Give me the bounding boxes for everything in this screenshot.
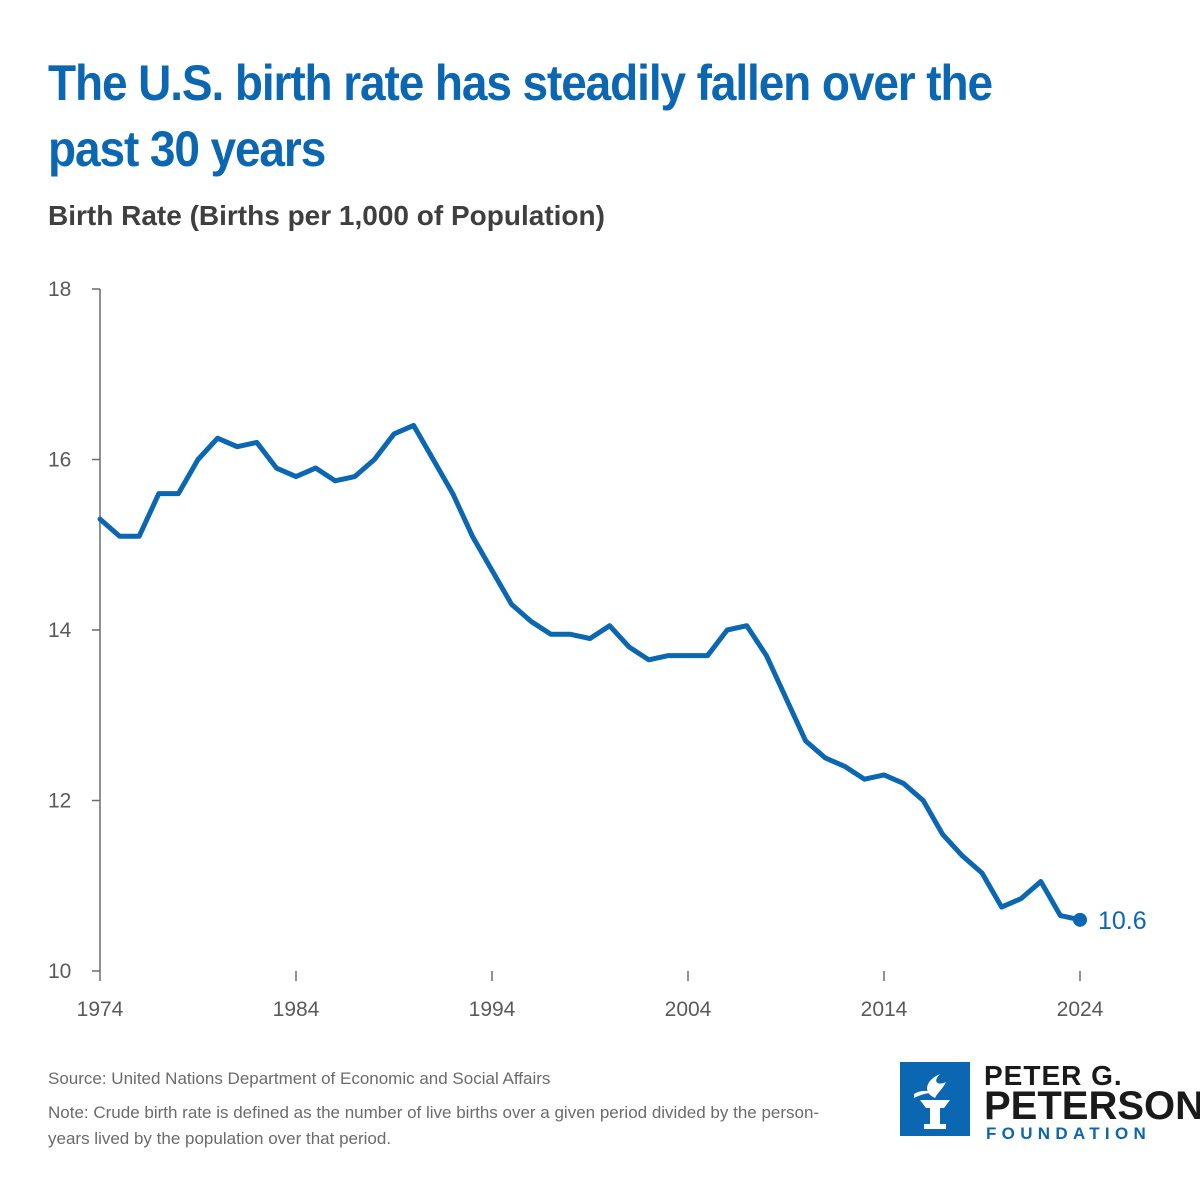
- series-line-0: [97, 422, 1083, 923]
- logo-line-1: PETER G.: [984, 1060, 1123, 1091]
- x-tick-label-1984: 1984: [273, 998, 320, 1021]
- logo-line-3: FOUNDATION: [986, 1124, 1152, 1143]
- y-tick-label-10: 10: [48, 960, 71, 983]
- chart-subtitle: Birth Rate (Births per 1,000 of Populati…: [48, 200, 605, 231]
- logo-line-2: PETERSON: [984, 1084, 1200, 1128]
- axes: [92, 288, 1081, 981]
- end-point-marker: [1073, 912, 1087, 927]
- y-tick-label-12: 12: [48, 790, 71, 813]
- series-group: [97, 422, 1087, 927]
- x-tick-label-2014: 2014: [861, 998, 908, 1021]
- labels-group: 10 12 14 16 18 1974 1984 1994 2004 2014 2024 10.6: [48, 278, 1147, 1021]
- x-tick-label-1974: 1974: [77, 998, 124, 1021]
- definition-note: Note: Crude birth rate is defined as the…: [48, 1103, 820, 1148]
- torch-icon: [900, 1062, 970, 1136]
- y-tick-label-16: 16: [48, 449, 71, 472]
- source-note: Source: United Nations Department of Eco…: [48, 1069, 551, 1088]
- chart-title: The U.S. birth rate has steadily fallen …: [48, 55, 993, 177]
- x-tick-label-2024: 2024: [1057, 998, 1104, 1021]
- x-tick-label-2004: 2004: [665, 998, 712, 1021]
- y-tick-label-14: 14: [48, 619, 72, 642]
- y-tick-label-18: 18: [48, 278, 71, 301]
- end-value-label: 10.6: [1098, 907, 1147, 935]
- x-tick-label-1994: 1994: [469, 998, 516, 1021]
